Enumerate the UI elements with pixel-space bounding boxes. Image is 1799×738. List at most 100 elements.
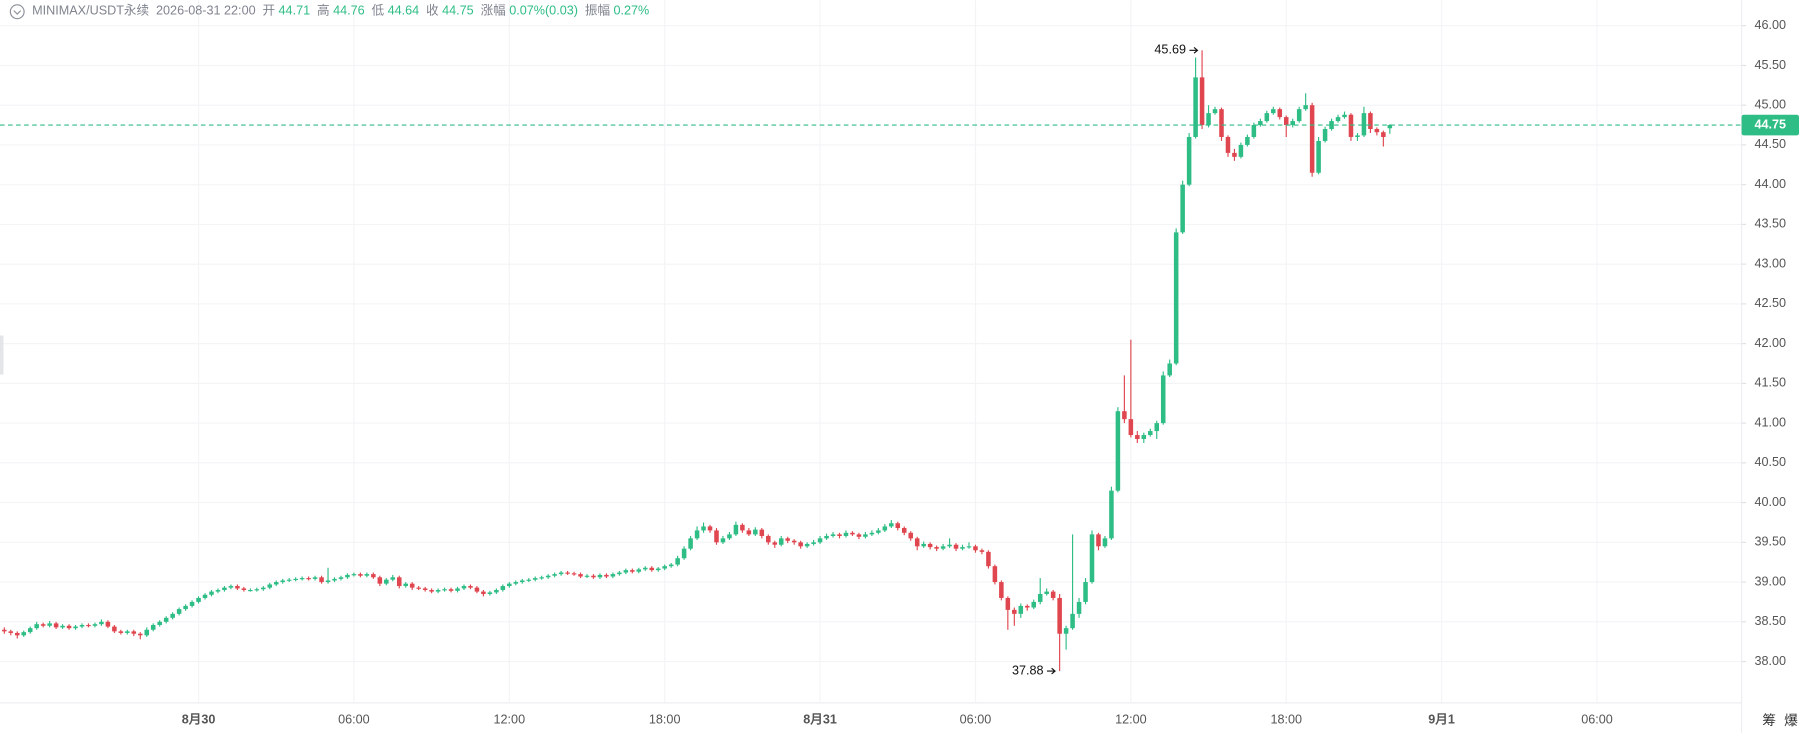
candle-body	[222, 587, 227, 591]
candle-body	[1374, 129, 1380, 133]
candle-body	[630, 570, 635, 572]
candle-body	[979, 550, 985, 552]
high-marker: 45.69	[1154, 43, 1186, 57]
toolbar-button[interactable]: 爆	[1784, 713, 1798, 728]
collapse-icon[interactable]	[9, 4, 25, 20]
candle-body	[986, 551, 991, 567]
candle-body	[856, 534, 862, 537]
candle-body	[1342, 114, 1347, 118]
candle-body	[934, 547, 939, 549]
field-label: 开	[262, 4, 275, 18]
candle-body	[345, 574, 350, 578]
marker-arrow	[1189, 47, 1199, 54]
candle-body	[584, 575, 590, 577]
candle-body	[714, 530, 719, 543]
candle-body	[299, 578, 305, 580]
candle-body	[617, 572, 622, 575]
candle-body	[1368, 113, 1373, 130]
candle-body	[189, 601, 195, 606]
candle-body	[150, 624, 156, 630]
candle-body	[1329, 121, 1334, 130]
candle-body	[228, 586, 234, 588]
candle-body	[908, 532, 913, 539]
candle-body	[681, 548, 687, 559]
candle-body	[1109, 490, 1114, 539]
candle-body	[14, 632, 20, 636]
candle-body	[241, 588, 247, 591]
candle-body	[40, 624, 46, 626]
field-label: 收	[426, 4, 439, 18]
candle-body	[500, 586, 506, 591]
candle-body	[817, 538, 823, 543]
candle-body	[927, 543, 933, 548]
candle-body	[390, 577, 396, 580]
candle-body	[422, 588, 428, 591]
candle-body	[895, 523, 901, 529]
candle-body	[1335, 117, 1341, 122]
candle-body	[701, 526, 706, 531]
candle-body	[371, 574, 376, 578]
candle-body	[1057, 597, 1062, 634]
candle-body	[882, 526, 888, 531]
candle-body	[785, 538, 790, 541]
x-tick-label: 12:00	[494, 712, 526, 726]
candle-body	[131, 631, 137, 634]
y-tick-label: 42.00	[1755, 336, 1787, 350]
x-tick-label: 9月1	[1428, 712, 1455, 726]
field-value: 44.64	[388, 4, 420, 18]
y-tick-label: 43.00	[1755, 256, 1787, 270]
candle-body	[1044, 591, 1049, 594]
candle-body	[668, 564, 674, 567]
y-tick-label: 40.00	[1755, 495, 1787, 509]
candle-body	[79, 624, 85, 627]
field-label: 振幅	[585, 4, 610, 18]
candle-body	[280, 580, 285, 583]
candle-body	[325, 580, 331, 583]
candle-body	[215, 590, 221, 592]
candle-body	[940, 546, 946, 549]
candle-body	[1251, 125, 1257, 137]
candle-body	[707, 526, 713, 531]
candle-body	[539, 577, 544, 579]
candle-body	[1089, 534, 1095, 583]
marker-arrow	[1047, 667, 1056, 675]
candle-body	[914, 538, 920, 547]
x-tick-label: 8月31	[803, 712, 837, 726]
candle-body	[1264, 113, 1270, 122]
candle-body	[1180, 184, 1185, 233]
toolbar-button[interactable]: 筹	[1762, 712, 1776, 728]
candle-body	[163, 617, 169, 622]
candle-body	[66, 625, 72, 629]
candle-body	[1031, 601, 1037, 608]
candle-body	[351, 574, 357, 576]
candle-body	[384, 579, 389, 584]
candle-body	[1387, 125, 1393, 129]
low-marker: 37.88	[1012, 663, 1044, 677]
candle-body	[1154, 423, 1160, 432]
candle-body	[973, 546, 978, 551]
candle-body	[34, 624, 39, 629]
candle-body	[1232, 152, 1237, 157]
candle-body	[377, 577, 383, 584]
candle-body	[545, 575, 551, 578]
candle-body	[409, 583, 415, 588]
candle-body	[1005, 597, 1011, 610]
candle-body	[604, 574, 609, 577]
candle-body	[448, 589, 454, 591]
candle-body	[306, 578, 311, 580]
y-tick-label: 39.00	[1755, 574, 1787, 588]
candle-body	[1193, 77, 1198, 137]
candle-body	[468, 586, 473, 588]
candle-body	[921, 543, 926, 547]
candle-body	[442, 589, 447, 591]
candle-body	[953, 544, 959, 549]
y-tick-label: 42.50	[1755, 296, 1787, 310]
candle-body	[1245, 136, 1250, 145]
candle-body	[740, 524, 745, 531]
candle-body	[526, 579, 532, 581]
side-handle[interactable]	[0, 335, 4, 375]
candle-body	[125, 631, 130, 633]
candle-body	[105, 621, 111, 627]
candle-body	[1219, 109, 1224, 137]
